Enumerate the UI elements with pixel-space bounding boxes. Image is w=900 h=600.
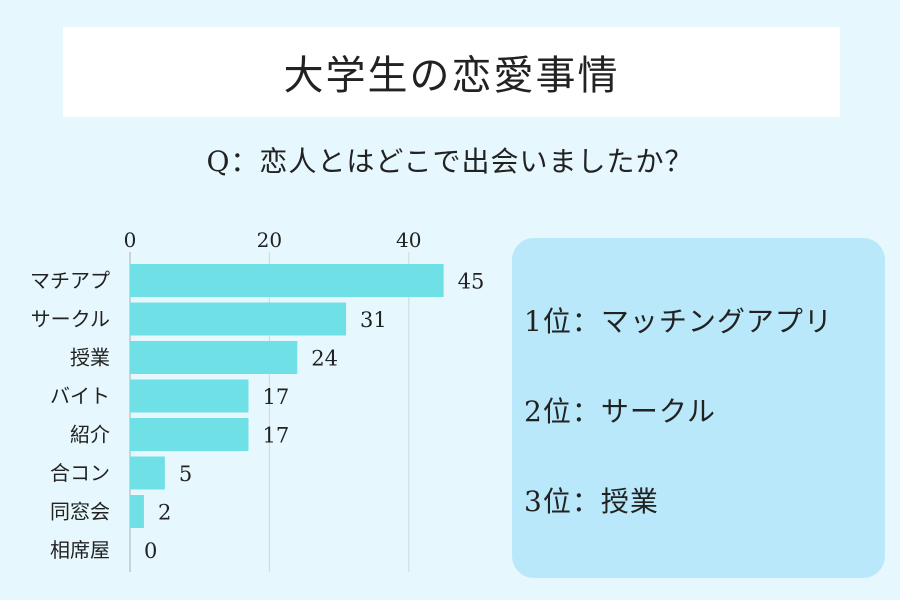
x-tick-label: 20	[257, 228, 282, 252]
x-tick-label: 40	[396, 228, 421, 252]
category-label: 相席屋	[50, 538, 110, 562]
page-title: 大学生の恋愛事情	[283, 53, 620, 99]
bar	[130, 456, 165, 490]
ranking-item-2: 2位：サークル	[524, 390, 716, 430]
x-tick-label: 0	[124, 228, 137, 252]
ranking-label: マッチングアプリ	[600, 305, 833, 338]
data-label: 24	[311, 347, 338, 371]
data-label: 17	[262, 385, 289, 409]
category-label: バイト	[50, 384, 110, 408]
ranking-rank: 1位	[524, 305, 572, 338]
bar	[130, 302, 347, 336]
question-text: Q：恋人とはどこで出会いましたか？	[206, 145, 694, 178]
category-label: マチアプ	[30, 269, 110, 293]
category-label: 紹介	[70, 423, 110, 447]
data-label: 2	[158, 501, 171, 525]
title-box: 大学生の恋愛事情	[63, 27, 840, 117]
ranking-box: 1位：マッチングアプリ 2位：サークル 3位：授業	[512, 238, 885, 578]
data-label: 0	[144, 539, 157, 563]
ranking-item-1: 1位：マッチングアプリ	[524, 300, 833, 340]
data-label: 45	[458, 270, 485, 294]
data-label: 31	[360, 308, 387, 332]
category-label: 同窓会	[50, 500, 110, 524]
bar-chart: 0 20 40 マチアプ 45 サークル 31 授業 24 バイト 17 紹介 17 合コン 5 同窓会 2 相席…	[30, 228, 485, 572]
ranking-label: 授業	[600, 485, 659, 518]
ranking-item-3: 3位：授業	[524, 480, 659, 520]
bar	[130, 264, 444, 297]
bar	[130, 379, 249, 413]
bar	[130, 418, 249, 451]
bar	[130, 495, 144, 528]
ranking-separator: ：	[571, 395, 601, 428]
ranking-label: サークル	[600, 395, 717, 428]
category-label: 授業	[70, 346, 110, 370]
category-label: サークル	[31, 307, 110, 331]
bar	[130, 341, 298, 374]
ranking-separator: ：	[571, 305, 601, 338]
category-label: 合コン	[50, 461, 110, 485]
ranking-rank: 2位	[524, 395, 572, 428]
ranking-rank: 3位	[524, 485, 572, 518]
data-label: 5	[179, 462, 192, 486]
data-label: 17	[262, 424, 289, 448]
ranking-separator: ：	[571, 485, 601, 518]
